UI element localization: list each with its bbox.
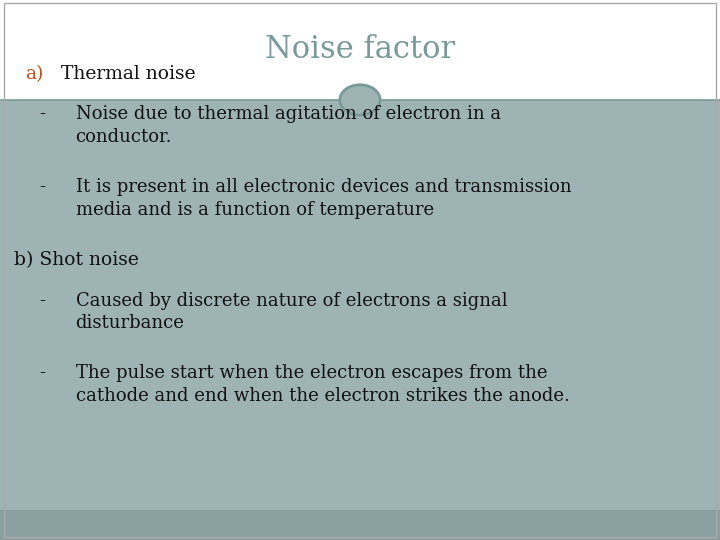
Circle shape — [340, 85, 380, 115]
Text: -: - — [40, 292, 45, 309]
Text: b) Shot noise: b) Shot noise — [14, 251, 139, 269]
Text: a): a) — [25, 65, 44, 83]
Text: It is present in all electronic devices and transmission
media and is a function: It is present in all electronic devices … — [76, 178, 571, 219]
Text: Noise factor: Noise factor — [265, 35, 455, 65]
FancyBboxPatch shape — [0, 510, 720, 540]
Text: -: - — [40, 364, 45, 382]
Text: -: - — [40, 105, 45, 123]
Text: Caused by discrete nature of electrons a signal
disturbance: Caused by discrete nature of electrons a… — [76, 292, 507, 333]
FancyBboxPatch shape — [0, 0, 720, 100]
FancyBboxPatch shape — [0, 100, 720, 510]
Text: Thermal noise: Thermal noise — [61, 65, 196, 83]
Text: -: - — [40, 178, 45, 196]
Text: Noise due to thermal agitation of electron in a
conductor.: Noise due to thermal agitation of electr… — [76, 105, 500, 146]
Text: The pulse start when the electron escapes from the
cathode and end when the elec: The pulse start when the electron escape… — [76, 364, 570, 406]
